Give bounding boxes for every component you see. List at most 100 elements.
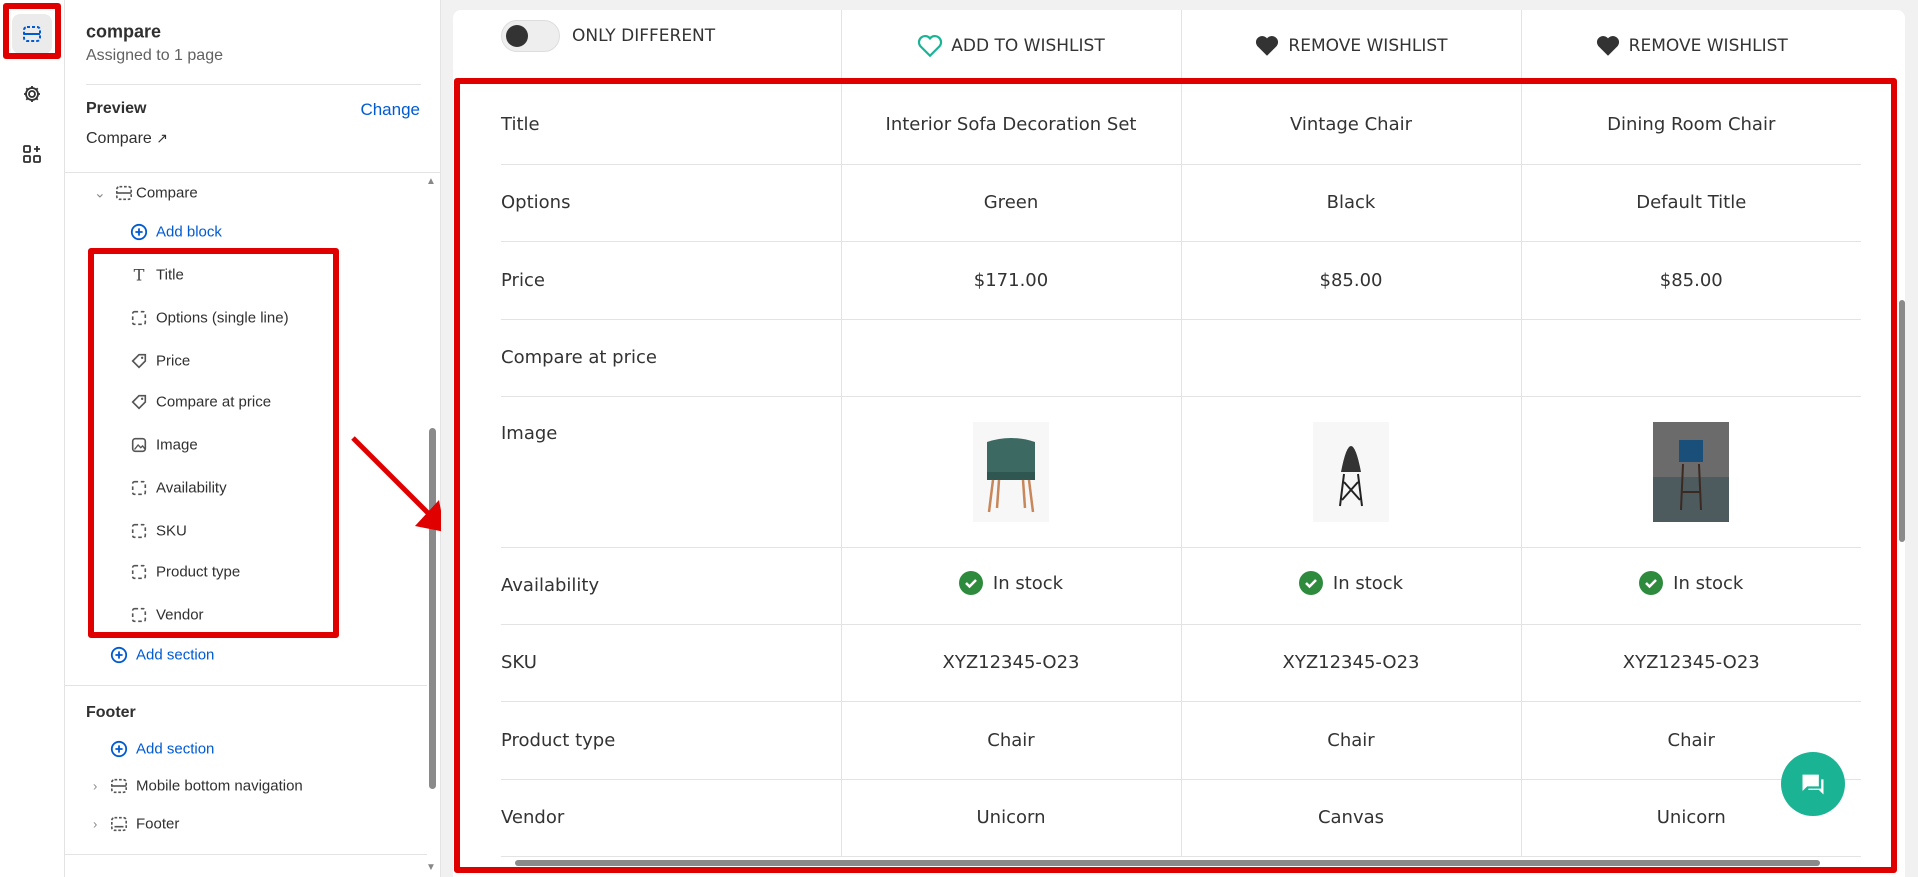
check-circle-icon: [958, 571, 983, 595]
annotation-arrow: [351, 436, 445, 532]
row-label: Vendor: [501, 779, 841, 857]
cell-value: Vintage Chair: [1289, 114, 1413, 136]
cell-value: XYZ12345-O23: [1282, 652, 1420, 673]
product-image[interactable]: [842, 421, 1181, 522]
apps-button[interactable]: [12, 134, 52, 174]
table-cell: [840, 319, 1181, 397]
row-label: Availability: [501, 547, 841, 625]
only-different-toggle[interactable]: [501, 19, 560, 52]
table-cell: Canvas: [1180, 779, 1521, 857]
row-label: Compare at price: [501, 319, 841, 397]
wishlist-label: ADD TO WISHLIST: [951, 35, 1105, 56]
block-label: Availability: [156, 479, 227, 497]
table-row: SKU XYZ12345-O23 XYZ12345-O23 XYZ12345-O23: [501, 624, 1861, 702]
table-cell: Interior Sofa Decoration Set: [840, 86, 1181, 165]
compare-page: ONLY DIFFERENT ADD TO WISHLIST REMOVE WI…: [453, 10, 1905, 877]
table-cell: Default Title: [1520, 164, 1861, 242]
price-tag-icon: [131, 353, 147, 369]
price-tag-icon: [131, 394, 147, 410]
table-cell: Unicorn: [840, 779, 1181, 857]
cell-value: Unicorn: [976, 807, 1046, 828]
table-cell: Chair: [1180, 701, 1521, 780]
panel-scrollbar[interactable]: [429, 428, 436, 789]
footer-icon: [110, 816, 128, 832]
row-label: Product type: [501, 701, 841, 780]
table-row: Compare at price: [501, 319, 1861, 397]
gear-icon: [24, 86, 40, 102]
table-cell: In stock: [1520, 547, 1861, 625]
add-to-wishlist-button[interactable]: ADD TO WISHLIST: [917, 34, 1105, 58]
section-footer[interactable]: Footer: [136, 815, 180, 833]
chevron-right-icon[interactable]: ›: [93, 816, 98, 832]
chevron-down-icon[interactable]: ⌄: [94, 184, 106, 201]
cell-value: $85.00: [1659, 269, 1723, 291]
change-link[interactable]: Change: [360, 100, 420, 119]
chat-icon: [1802, 774, 1824, 795]
cell-value: Green: [983, 192, 1039, 213]
divider: [65, 854, 427, 855]
table-cell: XYZ12345-O23: [840, 624, 1181, 702]
wishlist-cell: REMOVE WISHLIST: [1180, 10, 1521, 86]
block-label: Product type: [156, 563, 241, 581]
block-icon: [131, 480, 147, 496]
check-circle-icon: [1298, 571, 1323, 595]
table-cell: $85.00: [1180, 241, 1521, 320]
product-image[interactable]: [1182, 421, 1521, 522]
table-row: Options Green Black Default Title: [501, 164, 1861, 242]
toggle-cell: ONLY DIFFERENT: [501, 10, 841, 86]
divider: [65, 685, 427, 686]
row-label: Image: [501, 396, 841, 548]
preview-horizontal-scrollbar[interactable]: [515, 860, 1820, 866]
chevron-right-icon[interactable]: ›: [93, 778, 98, 794]
add-section-button[interactable]: Add section: [136, 646, 215, 664]
heart-outline-icon: [918, 34, 943, 57]
divider: [65, 172, 441, 173]
wishlist-cell: ADD TO WISHLIST: [840, 10, 1181, 86]
wishlist-cell: REMOVE WISHLIST: [1520, 10, 1861, 86]
product-image[interactable]: [1522, 421, 1862, 522]
row-label: SKU: [501, 624, 841, 702]
section-compare[interactable]: Compare: [136, 184, 198, 202]
annotation-box: [88, 248, 339, 638]
compare-table: ONLY DIFFERENT ADD TO WISHLIST REMOVE WI…: [501, 10, 1861, 857]
cell-value: Unicorn: [1656, 807, 1726, 828]
chat-button[interactable]: [1781, 752, 1845, 816]
table-header-row: ONLY DIFFERENT ADD TO WISHLIST REMOVE WI…: [501, 10, 1861, 86]
block-label: SKU: [156, 522, 187, 540]
footer-group-label: Footer: [86, 704, 136, 721]
image-icon: [131, 437, 147, 453]
table-cell: Green: [840, 164, 1181, 242]
scroll-up-arrow[interactable]: ▲: [426, 176, 436, 187]
table-cell: Vintage Chair: [1180, 86, 1521, 165]
annotation-box: [3, 3, 61, 59]
remove-wishlist-button[interactable]: REMOVE WISHLIST: [1595, 34, 1788, 58]
preview-area: ONLY DIFFERENT ADD TO WISHLIST REMOVE WI…: [441, 0, 1918, 877]
add-block-button[interactable]: Add block: [156, 223, 222, 241]
cell-value: Chair: [987, 729, 1035, 751]
cell-value: Chair: [1667, 729, 1715, 751]
section-mobile-bottom-navigation[interactable]: Mobile bottom navigation: [136, 777, 303, 795]
svg-text:T: T: [134, 266, 145, 284]
add-circle-icon: [130, 223, 148, 241]
block-label: Image: [156, 436, 198, 454]
block-icon: [131, 310, 147, 326]
preview-vertical-scrollbar[interactable]: [1899, 300, 1905, 542]
footer-add-section-button[interactable]: Add section: [136, 740, 215, 758]
wishlist-label: REMOVE WISHLIST: [1288, 35, 1448, 56]
block-label: Compare at price: [156, 393, 272, 411]
section-icon: [115, 185, 133, 201]
table-cell: [1520, 319, 1861, 397]
table-cell: XYZ12345-O23: [1180, 624, 1521, 702]
preview-page-link[interactable]: Compare ↗: [86, 130, 168, 148]
table-cell: $171.00: [840, 241, 1181, 320]
add-circle-icon: [110, 740, 128, 758]
sections-button[interactable]: [12, 14, 52, 54]
settings-button[interactable]: [12, 74, 52, 114]
external-link-icon: ↗: [156, 130, 168, 146]
scroll-down-arrow[interactable]: ▼: [426, 862, 436, 873]
block-label: Title: [156, 266, 184, 284]
section-icon: [110, 778, 128, 794]
remove-wishlist-button[interactable]: REMOVE WISHLIST: [1254, 34, 1448, 58]
table-cell: XYZ12345-O23: [1520, 624, 1861, 702]
table-row: Availability In stock In stock In stock: [501, 547, 1861, 625]
